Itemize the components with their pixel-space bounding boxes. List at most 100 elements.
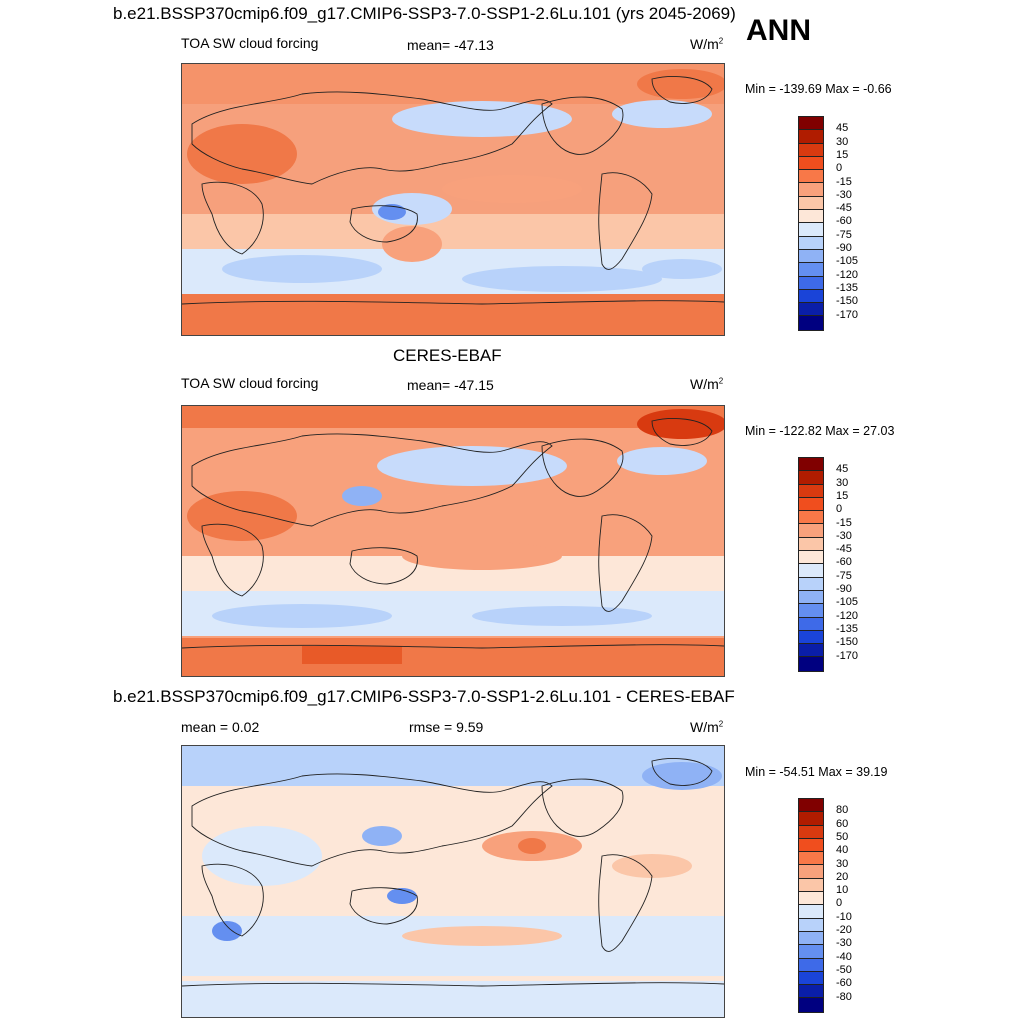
panel1-colorbar-cell — [799, 303, 823, 317]
panel2-colorbar-cell — [799, 537, 823, 552]
panel2-colorbar-cell — [799, 657, 823, 671]
panel3-mean-label: mean = 0.02 — [181, 719, 260, 735]
panel3-colorbar-tick-label: 0 — [836, 897, 843, 910]
panel2-colorbar-tick-label: 0 — [836, 503, 843, 516]
panel2-units-label: W/m2 — [690, 376, 724, 392]
panel3-colorbar-cell — [799, 931, 823, 946]
panel3-colorbar-cell — [799, 918, 823, 932]
panel3-colorbar-cell — [799, 998, 823, 1012]
panel1-colorbar-tick-label: -75 — [836, 228, 852, 241]
panel1-colorbar-cell — [799, 236, 823, 250]
panel3-field — [182, 746, 724, 1017]
panel3-colorbar-tick-label: 20 — [836, 870, 849, 883]
panel2-colorbar-cell — [799, 484, 823, 498]
panel3-colorbar-tick-label: -60 — [836, 977, 852, 990]
panel1-colorbar-tick-label: 0 — [836, 162, 843, 175]
panel1-colorbar-cell — [799, 196, 823, 211]
panel3-colorbar-cell — [799, 799, 823, 813]
panel2-colorbar-tick-label: -60 — [836, 556, 852, 569]
panel3-colorbar-cell — [799, 838, 823, 853]
panel1-colorbar — [798, 116, 824, 331]
panel2-colorbar-tick-label: -105 — [836, 596, 859, 609]
panel3-colorbar-tick-label: 30 — [836, 857, 849, 870]
panel3-colorbar-tick-label: 50 — [836, 830, 849, 843]
panel2-colorbar-tick-label: -135 — [836, 622, 859, 635]
panel3-colorbar-cell — [799, 878, 823, 893]
panel3-colorbar-cell — [799, 971, 823, 986]
panel2-colorbar-cell — [799, 511, 823, 525]
panel2-colorbar-tick-label: 30 — [836, 476, 849, 489]
panel2-map — [181, 405, 725, 677]
season-label: ANN — [746, 14, 811, 47]
panel2-colorbar-tick-label: -150 — [836, 636, 859, 649]
panel1-colorbar-cell — [799, 249, 823, 264]
panel3-colorbar-cell — [799, 892, 823, 906]
panel2-colorbar-tick-label: -45 — [836, 543, 852, 556]
panel1-colorbar-cell — [799, 289, 823, 304]
panel2-colorbar-tick-label: -15 — [836, 516, 852, 529]
panel1-field — [182, 64, 724, 335]
panel1-colorbar-tick-label: -90 — [836, 242, 852, 254]
panel1-colorbar-cell — [799, 316, 823, 330]
panel2-variable-label: TOA SW cloud forcing — [181, 375, 319, 391]
panel3-colorbar-cell — [799, 985, 823, 999]
panel3-map — [181, 745, 725, 1018]
panel3-colorbar-cell — [799, 865, 823, 879]
panel1-variable-label: TOA SW cloud forcing — [181, 35, 319, 51]
panel2-mean-label: mean= -47.15 — [407, 377, 494, 393]
panel2-colorbar-tick-label: -75 — [836, 569, 852, 582]
panel2-colorbar-cell — [799, 577, 823, 591]
panel3-colorbar-tick-label: -30 — [836, 937, 852, 950]
panel3-units-label: W/m2 — [690, 719, 724, 735]
panel1-colorbar-cell — [799, 170, 823, 184]
panel2-colorbar — [798, 457, 824, 672]
panel2-colorbar-cell — [799, 590, 823, 605]
panel2-colorbar-tick-label: -120 — [836, 609, 859, 622]
panel1-colorbar-tick-label: -135 — [836, 281, 859, 294]
panel2-colorbar-cell — [799, 458, 823, 472]
panel3-colorbar-cell — [799, 905, 823, 919]
panel1-minmax-label: Min = -139.69 Max = -0.66 — [745, 82, 892, 96]
panel1-colorbar-tick-label: -120 — [836, 268, 859, 281]
panel1-map — [181, 63, 725, 336]
panel1-colorbar-tick-label: -150 — [836, 295, 859, 308]
panel1-colorbar-cell — [799, 210, 823, 224]
panel2-colorbar-cell — [799, 524, 823, 538]
panel1-colorbar-tick-label: 30 — [836, 135, 849, 148]
panel3-colorbar-cell — [799, 945, 823, 959]
panel1-colorbar-tick-label: -170 — [836, 308, 859, 321]
panel2-colorbar-tick-label: -30 — [836, 529, 852, 542]
panel1-colorbar-tick-label: 15 — [836, 148, 849, 161]
panel3-colorbar-tick-label: 40 — [836, 844, 849, 857]
panel3-colorbar-tick-label: -50 — [836, 963, 852, 976]
panel3-rmse-label: rmse = 9.59 — [409, 719, 484, 735]
panel1-units-label: W/m2 — [690, 36, 724, 52]
panel1-colorbar-cell — [799, 130, 823, 144]
panel1-mean-label: mean= -47.13 — [407, 37, 494, 53]
panel2-colorbar-tick-label: -170 — [836, 649, 859, 662]
panel1-colorbar-tick-label: 45 — [836, 122, 849, 135]
panel3-colorbar-cell — [799, 825, 823, 839]
panel2-title: CERES-EBAF — [393, 346, 502, 365]
panel2-colorbar-cell — [799, 630, 823, 645]
panel2-colorbar-cell — [799, 617, 823, 631]
panel3-colorbar-cell — [799, 958, 823, 972]
panel1-colorbar-cell — [799, 143, 823, 157]
panel1-colorbar-tick-label: -15 — [836, 175, 852, 188]
panel2-colorbar-cell — [799, 604, 823, 618]
panel1-colorbar-tick-label: -30 — [836, 188, 852, 201]
panel2-colorbar-cell — [799, 644, 823, 658]
panel3-colorbar-tick-label: -40 — [836, 950, 852, 963]
panel3-colorbar — [798, 798, 824, 1013]
panel2-colorbar-tick-label: -90 — [836, 583, 852, 595]
panel3-colorbar-cell — [799, 812, 823, 826]
panel2-colorbar-cell — [799, 471, 823, 485]
panel2-colorbar-cell — [799, 497, 823, 512]
panel3-minmax-label: Min = -54.51 Max = 39.19 — [745, 765, 888, 779]
panel2-colorbar-cell — [799, 551, 823, 565]
panel1-title: b.e21.BSSP370cmip6.f09_g17.CMIP6-SSP3-7.… — [113, 4, 736, 23]
panel1-colorbar-cell — [799, 117, 823, 131]
panel1-colorbar-tick-label: -45 — [836, 202, 852, 215]
panel3-colorbar-tick-label: 60 — [836, 817, 849, 830]
panel2-field — [182, 406, 724, 676]
